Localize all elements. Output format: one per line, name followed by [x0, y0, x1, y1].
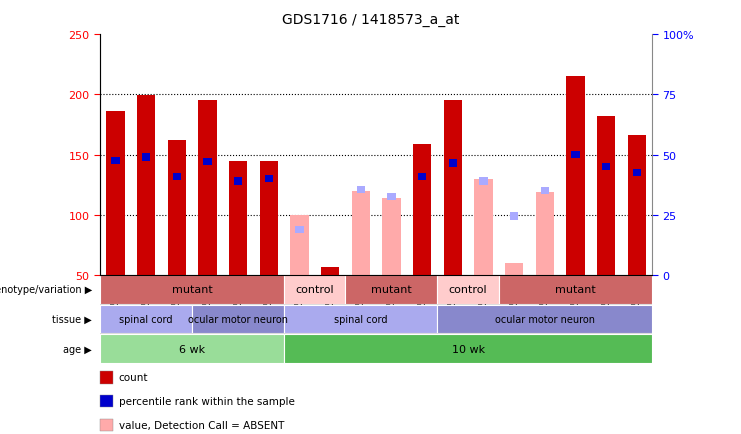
Bar [137, 96, 156, 276]
Bar [541, 187, 549, 195]
Text: mutant: mutant [172, 285, 213, 295]
Bar [284, 335, 652, 363]
Bar [628, 136, 646, 276]
Bar [100, 276, 652, 336]
Bar [356, 187, 365, 194]
Bar [418, 173, 426, 181]
Text: value, Detection Call = ABSENT: value, Detection Call = ABSENT [119, 421, 284, 430]
Bar [571, 151, 579, 159]
Bar [192, 305, 284, 333]
Bar [479, 178, 488, 185]
Bar [541, 187, 549, 195]
Bar [345, 276, 437, 304]
Bar [602, 164, 611, 171]
Bar [100, 305, 192, 333]
Bar [474, 179, 493, 276]
Text: 10 wk: 10 wk [451, 344, 485, 354]
Bar [413, 145, 431, 276]
Bar [566, 77, 585, 276]
Bar [265, 176, 273, 183]
Bar [295, 226, 304, 233]
Text: control: control [449, 285, 488, 295]
Bar [173, 173, 181, 181]
Bar [198, 101, 216, 276]
Bar [203, 159, 211, 166]
Bar [167, 141, 186, 276]
Bar [351, 191, 370, 276]
Text: spinal cord: spinal cord [119, 314, 173, 324]
Bar [479, 178, 488, 185]
Bar [437, 305, 652, 333]
Bar [597, 117, 615, 276]
Text: ocular motor neuron: ocular motor neuron [188, 314, 288, 324]
Text: mutant: mutant [555, 285, 596, 295]
Bar [290, 215, 308, 276]
Bar [505, 263, 523, 276]
Text: count: count [119, 373, 148, 382]
Text: spinal cord: spinal cord [334, 314, 388, 324]
Bar [100, 335, 284, 363]
Bar [106, 112, 124, 276]
Bar [100, 276, 284, 304]
Bar [388, 194, 396, 201]
Text: tissue ▶: tissue ▶ [52, 314, 92, 324]
Bar [444, 101, 462, 276]
Bar [284, 276, 345, 304]
Bar [510, 213, 518, 220]
Text: genotype/variation ▶: genotype/variation ▶ [0, 285, 92, 295]
Bar [633, 170, 641, 177]
Text: mutant: mutant [371, 285, 412, 295]
Text: control: control [296, 285, 334, 295]
Bar [142, 154, 150, 161]
Text: age ▶: age ▶ [63, 344, 92, 354]
Bar [229, 161, 247, 276]
Bar [382, 198, 401, 276]
Bar [259, 161, 278, 276]
Bar [448, 160, 457, 167]
Bar [499, 276, 652, 304]
Bar [321, 267, 339, 276]
Text: 6 wk: 6 wk [179, 344, 205, 354]
Bar [284, 305, 437, 333]
Bar [356, 187, 365, 194]
Bar [234, 178, 242, 185]
Text: percentile rank within the sample: percentile rank within the sample [119, 397, 294, 406]
Bar [536, 193, 554, 276]
Bar [111, 158, 119, 165]
Bar [388, 194, 396, 201]
Text: GDS1716 / 1418573_a_at: GDS1716 / 1418573_a_at [282, 13, 459, 27]
Text: ocular motor neuron: ocular motor neuron [495, 314, 595, 324]
Bar [437, 276, 499, 304]
